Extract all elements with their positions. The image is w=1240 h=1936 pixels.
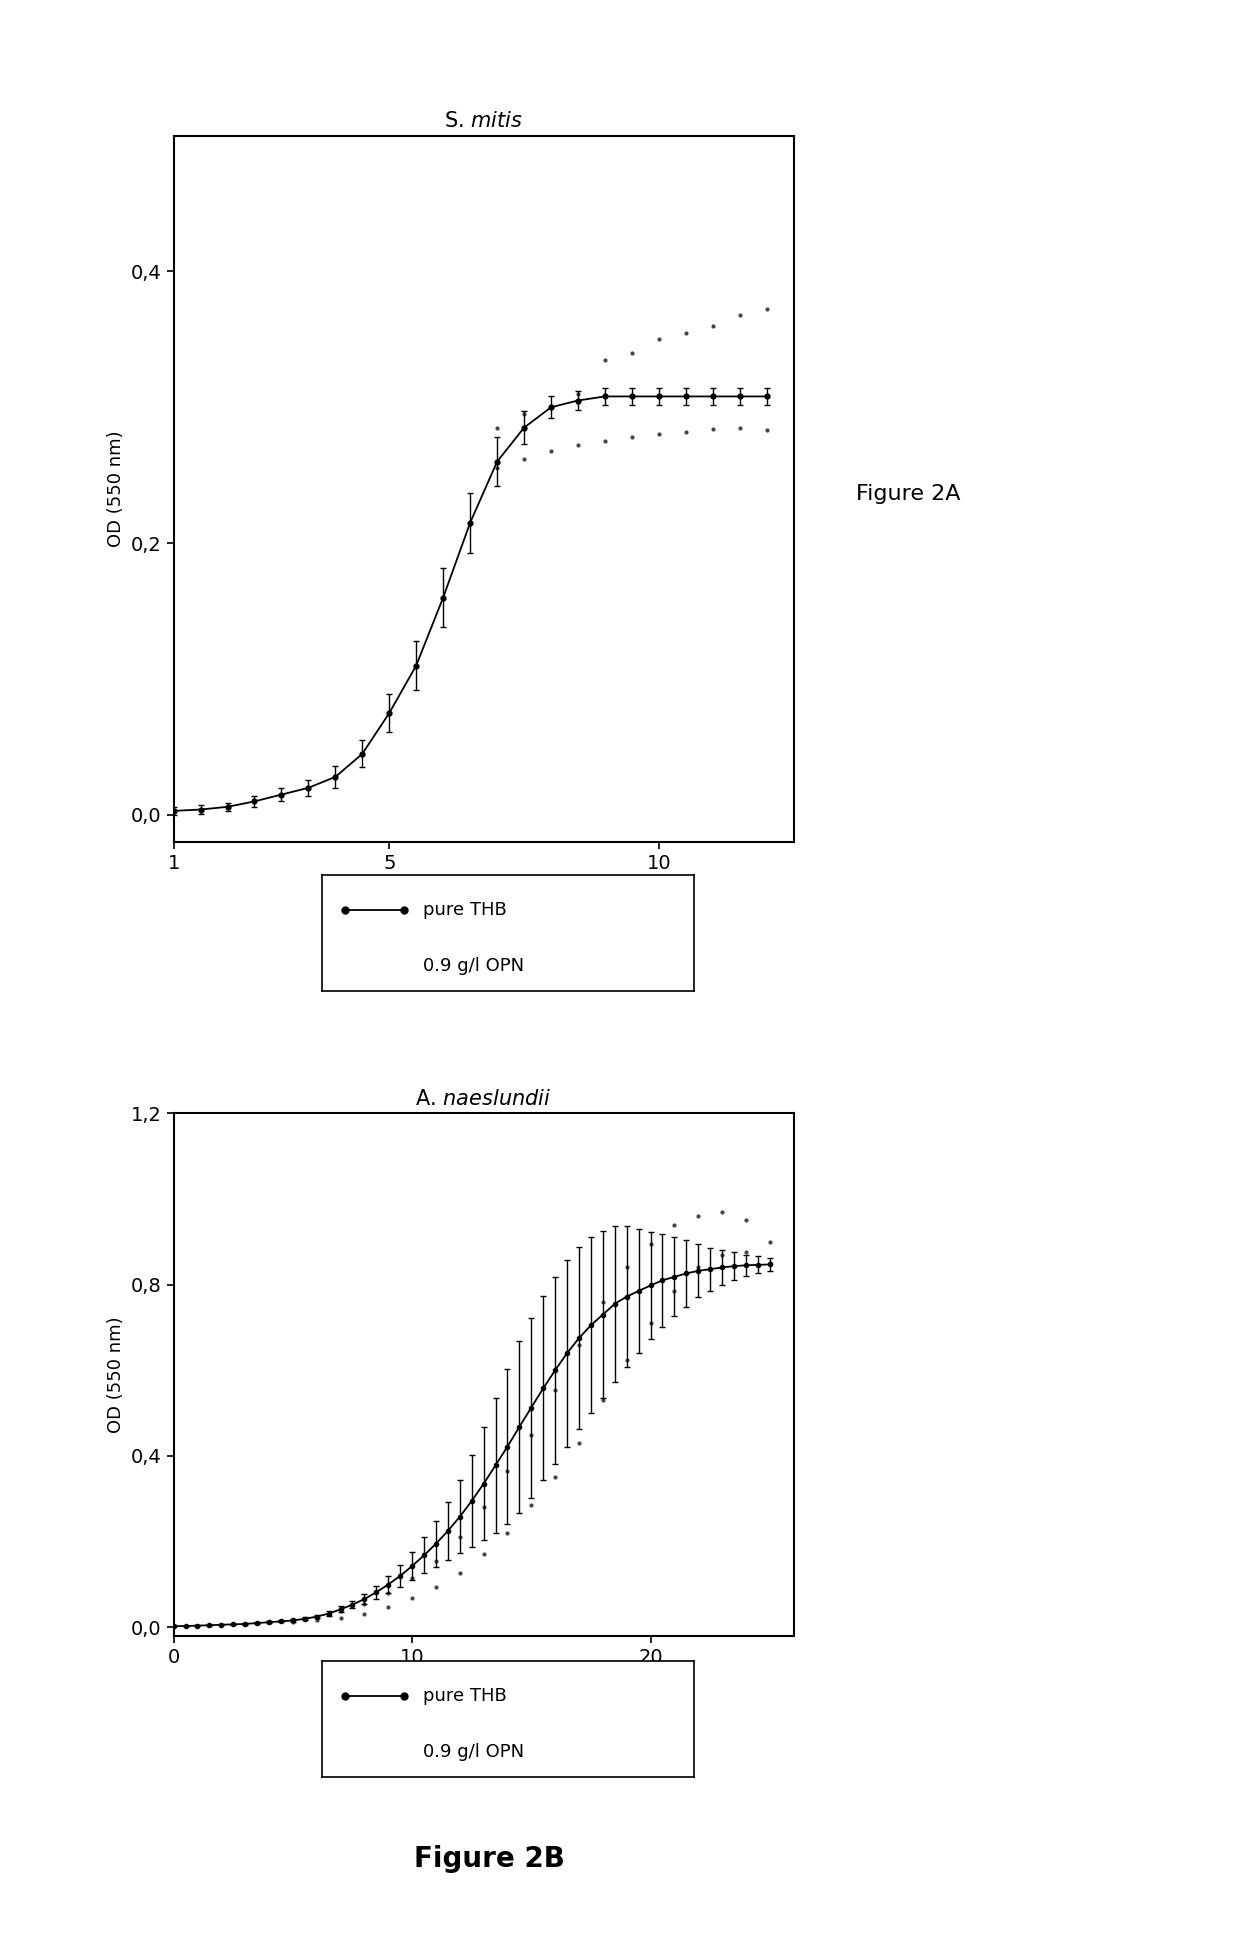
Y-axis label: OD (550 nm): OD (550 nm) — [108, 430, 125, 548]
Text: pure THB: pure THB — [423, 900, 507, 920]
X-axis label: Time (h): Time (h) — [443, 879, 525, 898]
Title: A. $\it{naeslundii}$: A. $\it{naeslundii}$ — [415, 1088, 552, 1109]
Text: pure THB: pure THB — [423, 1686, 507, 1706]
Y-axis label: OD (550 nm): OD (550 nm) — [108, 1316, 125, 1433]
Text: 0.9 g/l OPN: 0.9 g/l OPN — [423, 956, 525, 974]
Text: 0.9 g/l OPN: 0.9 g/l OPN — [423, 1742, 525, 1760]
Title: S. $\it{mitis}$: S. $\it{mitis}$ — [444, 110, 523, 132]
X-axis label: Time (h): Time (h) — [443, 1673, 525, 1692]
Text: Figure 2B: Figure 2B — [414, 1845, 565, 1872]
Text: Figure 2A: Figure 2A — [856, 484, 960, 503]
